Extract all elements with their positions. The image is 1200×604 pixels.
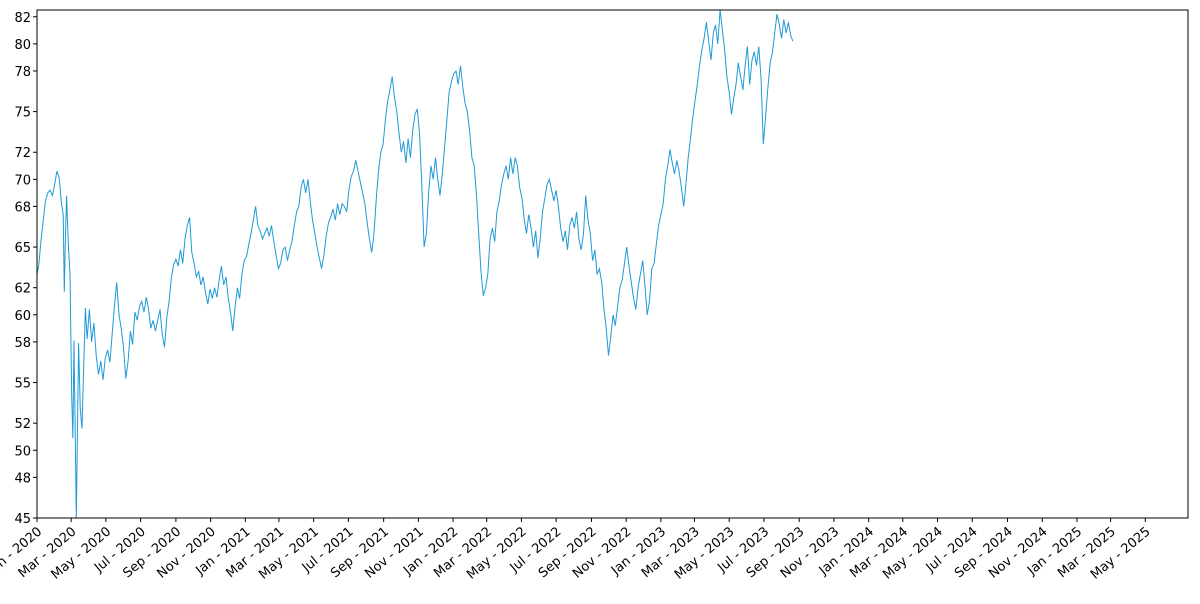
price-series-line — [36, 9, 794, 519]
y-tick-label: 45 — [14, 512, 31, 527]
y-tick-label: 70 — [14, 173, 31, 188]
y-tick-label: 75 — [14, 106, 31, 121]
y-tick-label: 68 — [14, 200, 31, 215]
y-tick-label: 65 — [14, 241, 31, 256]
y-tick-label: 48 — [14, 471, 31, 486]
y-tick-label: 58 — [14, 336, 31, 351]
y-tick-label: 55 — [14, 377, 31, 392]
plot-frame — [36, 9, 1189, 519]
y-tick-label: 60 — [14, 309, 31, 324]
y-tick-label: 62 — [14, 282, 31, 297]
y-tick-label: 82 — [14, 11, 31, 26]
y-tick-label: 80 — [14, 38, 31, 53]
y-tick-label: 72 — [14, 146, 31, 161]
y-tick-label: 50 — [14, 444, 31, 459]
y-tick-label: 52 — [14, 417, 31, 432]
y-axis: 45 48 50 52 55 58 60 62 65 68 70 72 75 78 80 82 — [14, 11, 37, 527]
y-tick-label: 78 — [14, 65, 31, 80]
